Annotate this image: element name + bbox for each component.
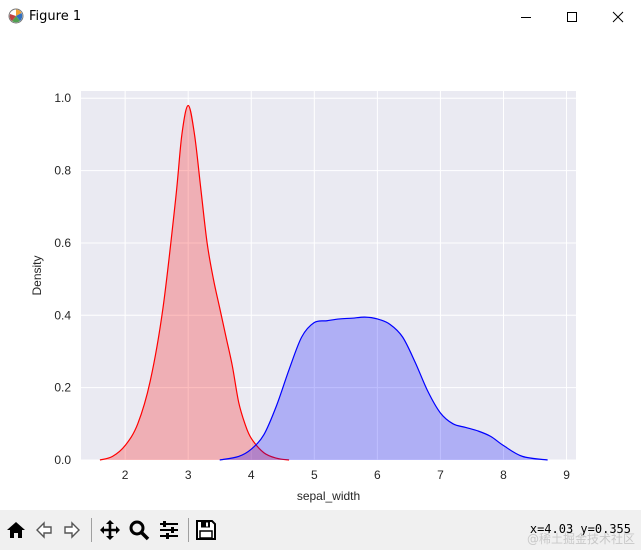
back-arrow-icon (36, 521, 52, 539)
window-titlebar: Figure 1 (0, 0, 641, 33)
y-tick-label: 0.4 (54, 308, 71, 322)
matplotlib-logo-icon (8, 8, 24, 24)
forward-arrow-icon (64, 521, 80, 539)
zoom-button[interactable] (125, 516, 153, 544)
sliders-icon (160, 521, 178, 539)
toolbar-separator (91, 518, 92, 542)
kde-chart: 2 3 4 5 6 7 8 9 0.0 0.2 0.4 0.6 0.8 1.0 sepal_width Den… (30, 91, 576, 503)
x-tick-label: 7 (437, 468, 444, 482)
toolbar-separator (188, 518, 189, 542)
y-tick-label: 0.2 (54, 381, 71, 395)
x-tick-label: 3 (185, 468, 192, 482)
x-tick-label: 6 (374, 468, 381, 482)
back-button[interactable] (30, 516, 58, 544)
maximize-button[interactable] (549, 0, 595, 33)
minimize-icon (521, 16, 531, 18)
save-button[interactable] (192, 516, 220, 544)
y-axis-label: Density (30, 255, 44, 295)
plot-area (81, 91, 576, 460)
close-icon (612, 11, 624, 22)
x-tick-label: 8 (500, 468, 507, 482)
y-tick-label: 0.0 (54, 453, 71, 467)
kde-area-0 (99, 105, 290, 460)
close-button[interactable] (595, 0, 641, 33)
home-button[interactable] (2, 516, 30, 544)
window-title: Figure 1 (29, 9, 82, 24)
watermark-text: @稀土掘金技术社区 (526, 532, 635, 546)
move-icon (100, 520, 120, 540)
home-icon (7, 522, 25, 538)
minimize-button[interactable] (503, 0, 549, 33)
kde-area-1 (219, 317, 548, 460)
kde-line-1 (219, 316, 548, 461)
floppy-disk-icon (196, 520, 216, 540)
x-tick-label: 9 (563, 468, 570, 482)
figure-canvas[interactable]: 2 3 4 5 6 7 8 9 0.0 0.2 0.4 0.6 0.8 1.0 sepal_width Den… (0, 33, 641, 510)
y-tick-label: 1.0 (54, 91, 71, 105)
kde-line-0 (99, 104, 290, 461)
x-tick-label: 5 (311, 468, 318, 482)
navigation-toolbar: x=4.03 y=0.355 (0, 510, 641, 550)
cursor-coordinates: x=4.03 y=0.355 (529, 522, 631, 536)
pan-button[interactable] (96, 516, 124, 544)
y-tick-label: 0.6 (54, 236, 71, 250)
forward-button[interactable] (58, 516, 86, 544)
x-tick-label: 4 (248, 468, 255, 482)
maximize-icon (567, 11, 577, 22)
y-tick-label: 0.8 (54, 164, 71, 178)
magnifier-icon (129, 520, 150, 541)
x-tick-label: 2 (122, 468, 129, 482)
configure-subplots-button[interactable] (155, 516, 183, 544)
x-axis-label: sepal_width (297, 489, 360, 503)
